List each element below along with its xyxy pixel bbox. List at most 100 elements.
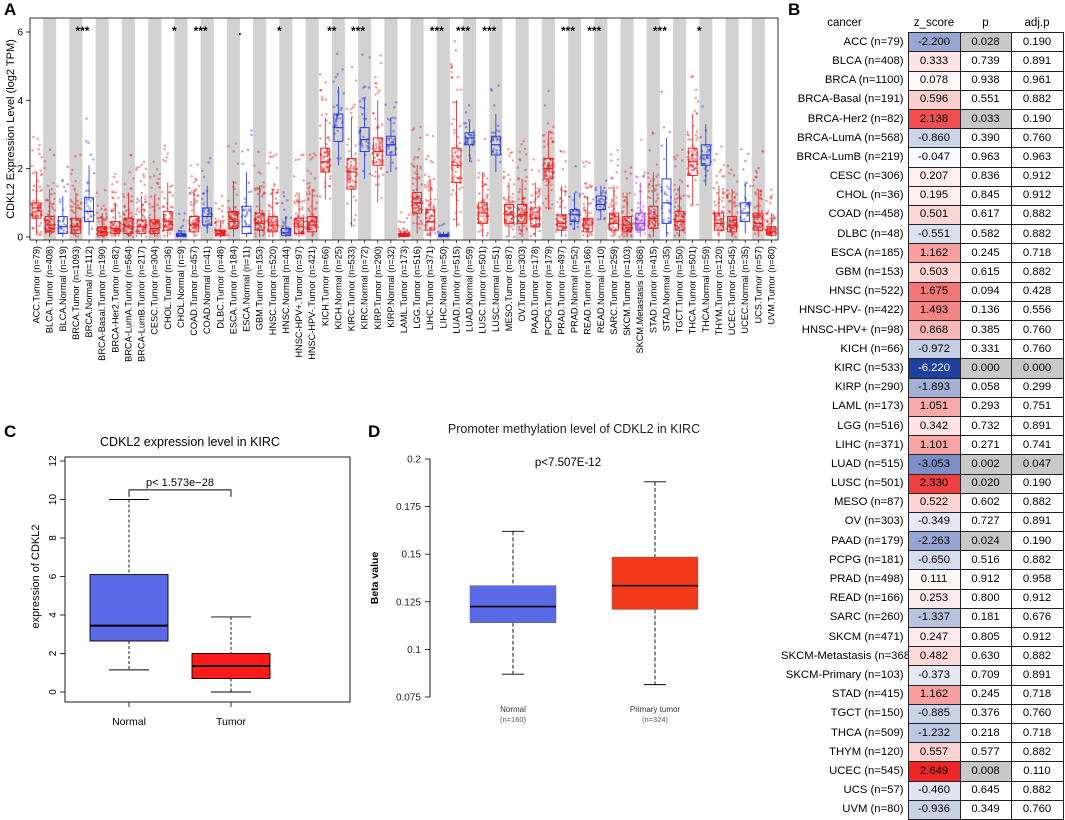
- data-point: [510, 225, 513, 228]
- data-point: [630, 235, 633, 238]
- data-point: [240, 150, 244, 153]
- data-point: [339, 156, 342, 160]
- data-point: [485, 234, 488, 237]
- data-point: [674, 164, 677, 168]
- x-tick-label: LUSC.Tumor (n=501): [478, 246, 488, 334]
- data-point: [735, 193, 738, 196]
- data-point: [308, 227, 311, 231]
- data-point: [391, 140, 394, 144]
- data-point: [561, 217, 565, 220]
- data-point: [32, 135, 35, 139]
- data-point: [387, 138, 391, 142]
- data-point: [537, 191, 541, 194]
- data-point: [282, 194, 286, 198]
- data-point: [272, 188, 276, 192]
- data-point: [508, 154, 511, 157]
- data-point: [155, 221, 159, 225]
- data-point: [727, 172, 731, 175]
- panel-b-zscore-table: cancer z_score p adj.p ACC (n=79) -2.200 0…: [781, 14, 1064, 820]
- z-score-cell: -0.373: [907, 665, 961, 686]
- data-point: [556, 220, 560, 224]
- data-point: [706, 145, 709, 149]
- data-point: [620, 233, 624, 236]
- data-point: [207, 209, 210, 213]
- data-point: [165, 156, 168, 159]
- data-point: [273, 214, 276, 217]
- data-point: [628, 225, 631, 229]
- data-point: [720, 218, 723, 221]
- x-tick-label: MESO.Tumor (n=87): [504, 246, 514, 331]
- data-point: [534, 223, 538, 227]
- data-point: [36, 179, 40, 183]
- data-point: [722, 175, 726, 178]
- data-point: [567, 195, 571, 199]
- data-point: [676, 187, 680, 191]
- data-point: [520, 215, 523, 219]
- data-point: [96, 217, 99, 220]
- data-point: [345, 107, 349, 111]
- data-point: [449, 62, 453, 66]
- data-point: [635, 226, 639, 229]
- data-point: [687, 195, 691, 199]
- x-tick-label: KICH.Normal (n=25): [333, 246, 343, 329]
- data-point: [202, 192, 205, 195]
- data-point: [102, 227, 106, 231]
- data-point: [745, 181, 748, 185]
- data-point: [326, 152, 329, 155]
- data-point: [361, 106, 365, 110]
- data-point: [312, 213, 315, 217]
- data-point: [590, 233, 594, 236]
- p-cell: 0.805: [959, 626, 1012, 648]
- data-point: [516, 178, 520, 181]
- data-point: [38, 185, 42, 188]
- data-point: [351, 185, 355, 188]
- x-tick-label: PAAD.Tumor (n=178): [530, 246, 540, 334]
- data-point: [531, 212, 535, 216]
- data-point: [589, 202, 593, 205]
- data-point: [492, 147, 496, 151]
- data-point: [260, 219, 264, 223]
- data-point: [584, 182, 587, 185]
- data-point: [420, 222, 424, 225]
- data-point: [267, 209, 270, 212]
- data-point: [183, 212, 186, 215]
- data-point: [650, 220, 654, 224]
- data-point: [389, 141, 392, 145]
- data-point: [353, 180, 356, 184]
- data-point: [417, 177, 421, 180]
- y-tick-label: 8: [48, 535, 59, 541]
- data-point: [124, 223, 127, 227]
- data-point: [564, 193, 567, 196]
- data-point: [295, 192, 299, 195]
- data-point: [315, 201, 319, 205]
- data-point: [657, 183, 660, 187]
- data-point: [233, 221, 236, 225]
- data-point: [761, 150, 765, 153]
- data-point: [87, 141, 90, 144]
- data-point: [597, 218, 600, 221]
- data-point: [625, 219, 629, 223]
- data-point: [33, 211, 36, 215]
- data-point: [464, 111, 468, 114]
- data-point: [233, 206, 237, 209]
- data-point: [508, 220, 511, 223]
- data-point: [341, 68, 345, 71]
- adj-p-cell: 0.891: [1010, 51, 1064, 72]
- data-point: [412, 221, 415, 225]
- data-point: [655, 199, 658, 203]
- data-point: [452, 100, 455, 104]
- z-score-cell: 0.596: [907, 89, 961, 110]
- data-point: [327, 150, 330, 153]
- data-point: [506, 185, 509, 188]
- z-score-cell: 2.330: [907, 473, 961, 494]
- data-point: [716, 227, 719, 230]
- data-point: [537, 169, 541, 173]
- data-point: [269, 229, 273, 233]
- data-point: [390, 150, 394, 154]
- shade-band: [148, 18, 162, 240]
- data-point: [348, 174, 351, 177]
- data-point: [37, 208, 41, 212]
- data-point: [477, 176, 480, 179]
- data-point: [97, 220, 101, 223]
- data-point: [352, 186, 355, 190]
